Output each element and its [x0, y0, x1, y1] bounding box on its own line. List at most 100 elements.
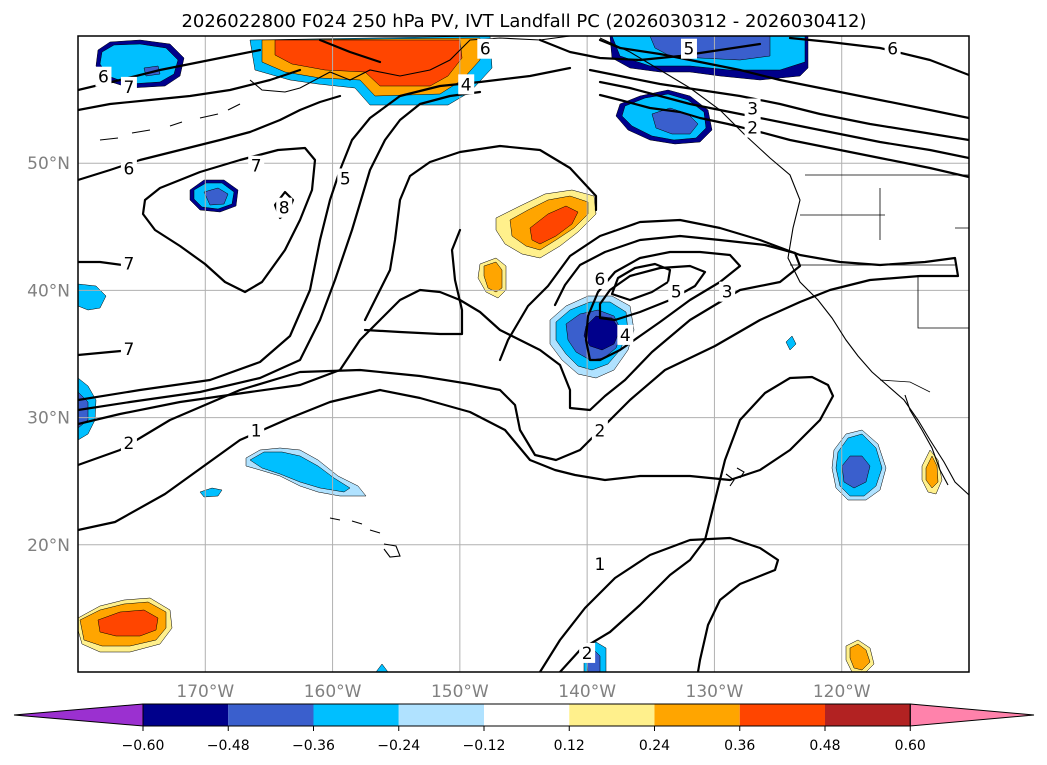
contour-label-bg — [120, 76, 137, 97]
anomaly-bc — [649, 36, 771, 61]
pv-anomaly-fill-layer — [78, 36, 943, 672]
contour-label-bg — [120, 158, 137, 179]
contour-label: 2 — [594, 421, 605, 441]
contour-label: 3 — [747, 100, 758, 120]
colorbar: −0.60 −0.48 −0.36 −0.24 −0.12 0.12 0.24 0.36 0.4… — [13, 703, 1035, 754]
colorbar-tick-label: −0.48 — [207, 738, 250, 754]
lat-tick-label: 40°N — [27, 281, 70, 301]
anomaly-sw — [97, 609, 159, 637]
latitude-tick-labels: 20°N 30°N 40°N 50°N — [27, 154, 70, 556]
pv-contour-4 — [78, 90, 482, 412]
contour-label-bg — [680, 38, 697, 59]
contour-label: 7 — [124, 255, 135, 275]
hawaii-islands — [329, 517, 401, 558]
pv-contour-trough-inner — [363, 228, 464, 336]
contour-label-bg — [591, 420, 608, 441]
colorbar-segment — [569, 704, 655, 726]
contour-label-bg — [458, 74, 475, 95]
contour-label-bg — [120, 338, 137, 359]
lon-tick-label: 170°W — [176, 682, 234, 702]
colorbar-segment — [484, 704, 570, 726]
contour-label: 7 — [124, 340, 135, 360]
contour-label-bg — [668, 281, 685, 302]
contour-label-bg — [719, 281, 736, 302]
contour-label-bg — [744, 98, 761, 119]
colorbar-tick-label: −0.12 — [463, 738, 506, 754]
chart-title: 2026022800 F024 250 hPa PV, IVT Landfall… — [181, 11, 866, 32]
anomaly-baja — [841, 455, 871, 489]
contour-label: 7 — [251, 157, 262, 177]
pv-contour-3 — [78, 234, 802, 426]
colorbar-tick-label: 0.60 — [895, 738, 926, 754]
contour-label: 2 — [582, 644, 593, 664]
contour-label: 6 — [98, 68, 109, 88]
contour-label-bg — [248, 420, 265, 441]
contour-label: 6 — [594, 270, 605, 290]
contour-label: 4 — [620, 326, 631, 346]
contour-label: 1 — [251, 421, 262, 441]
anomaly-mexico-s — [849, 643, 871, 671]
map-background — [78, 36, 969, 672]
colorbar-segment — [143, 704, 229, 726]
lat-tick-label: 50°N — [27, 154, 70, 174]
lon-tick-label: 120°W — [813, 682, 871, 702]
lon-tick-label: 160°W — [304, 682, 362, 702]
anomaly-hi-tip — [375, 663, 389, 672]
anomaly-gulf-ca — [925, 455, 939, 489]
contour-label: 8 — [279, 199, 290, 219]
colorbar-segment — [825, 704, 911, 726]
north-america-west-coast — [599, 37, 969, 496]
anomaly-w — [203, 187, 229, 206]
colorbar-extend-high — [909, 703, 1035, 727]
pv-contour-5-core — [598, 264, 707, 322]
colorbar-segment — [313, 704, 399, 726]
pv-contour-6-northeast — [538, 36, 969, 77]
alaska-coastline — [249, 36, 571, 93]
contour-label: 6 — [480, 40, 491, 60]
lat-tick-label: 20°N — [27, 536, 70, 556]
pv-contour-6-core — [610, 262, 672, 302]
pv-contour-trough — [363, 144, 598, 322]
anomaly-hawaii-n — [249, 451, 351, 493]
pv-contour-7-west-a — [78, 260, 132, 268]
contour-label-bg — [337, 168, 354, 189]
contour-label: 5 — [340, 169, 351, 189]
colorbar-extend-low — [13, 703, 144, 727]
contour-label: 2 — [124, 434, 135, 454]
contour-label-bg — [579, 642, 596, 663]
longitude-tick-labels: 170°W 160°W 150°W 140°W 130°W 120°W — [176, 682, 870, 702]
contour-label-bg — [95, 66, 112, 87]
pv-contour-1-south-loop — [538, 536, 780, 672]
colorbar-tick-label: 0.12 — [554, 738, 585, 754]
contour-label: 2 — [747, 119, 758, 139]
contour-label-bg — [744, 117, 761, 138]
pv-contour-5-north — [598, 38, 969, 120]
pv-contour-7-northwest — [78, 68, 302, 112]
anomaly-trough — [529, 205, 579, 245]
colorbar-segment — [739, 704, 825, 726]
colorbar-tick-label: −0.24 — [377, 738, 420, 754]
contour-label: 6 — [124, 159, 135, 179]
contour-label-bg — [248, 155, 265, 176]
contour-label-bg — [276, 197, 293, 218]
contour-label-bg — [884, 38, 901, 59]
map-frame — [77, 35, 970, 673]
contour-label: 3 — [722, 283, 733, 303]
pv-contour-1 — [78, 375, 835, 672]
colorbar-tick-label: 0.48 — [809, 738, 840, 754]
anomaly-ca-dot — [785, 335, 797, 351]
colorbar-tick-label: −0.36 — [292, 738, 335, 754]
coastlines — [99, 36, 969, 558]
contour-label: 5 — [684, 40, 695, 60]
contour-label: 5 — [671, 283, 682, 303]
pv-contour-7-loop — [141, 146, 317, 294]
contour-label: 1 — [594, 555, 605, 575]
colorbar-segment — [228, 704, 314, 726]
colorbar-frame — [142, 703, 911, 727]
contour-label-bg — [120, 433, 137, 454]
anomaly-alaska — [274, 39, 463, 87]
lon-tick-label: 140°W — [558, 682, 616, 702]
baja-peninsula — [904, 394, 949, 486]
contour-label: 6 — [887, 40, 898, 60]
